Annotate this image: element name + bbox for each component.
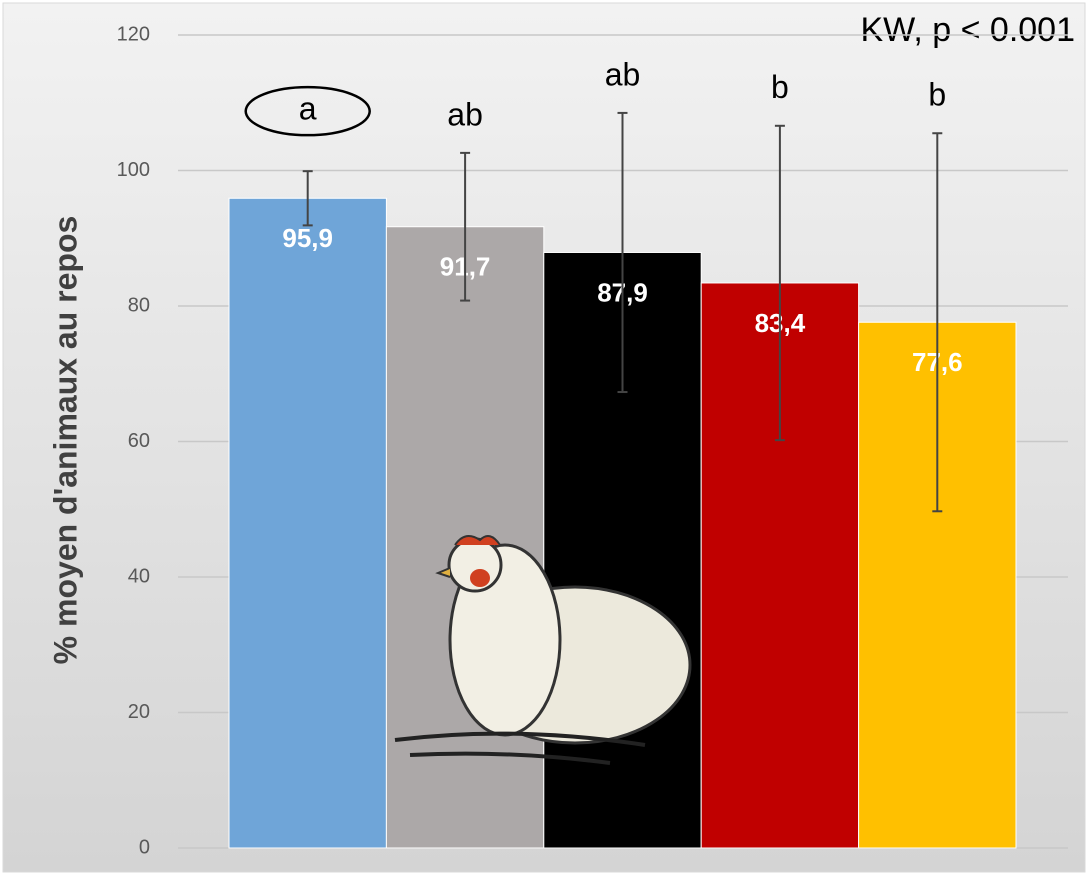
value-label: 95,9 [282, 223, 333, 253]
y-tick-label: 100 [117, 159, 150, 181]
annotation: KW, p < 0.001 [860, 11, 1075, 49]
hen-illustration [394, 535, 692, 765]
y-tick-label: 20 [128, 701, 150, 723]
group-letter: b [928, 77, 946, 113]
y-tick-label: 120 [117, 23, 150, 45]
group-letter: b [771, 69, 789, 105]
group-letter: a [299, 91, 317, 127]
y-tick-label: 0 [139, 836, 150, 858]
y-tick-label: 80 [128, 294, 150, 316]
y-axis-label: % moyen d'animaux au repos [47, 216, 83, 665]
group-letter: ab [605, 56, 641, 92]
y-tick-label: 60 [128, 430, 150, 452]
y-tick-label: 40 [128, 565, 150, 587]
letter-circle [244, 85, 371, 137]
group-letter: ab [447, 96, 483, 132]
bar [228, 197, 387, 849]
